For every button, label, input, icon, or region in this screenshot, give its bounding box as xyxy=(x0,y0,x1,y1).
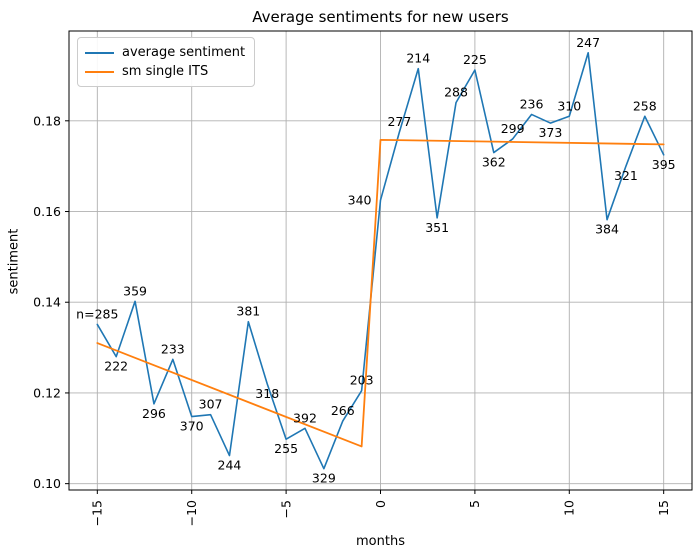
point-annotation: 225 xyxy=(463,52,487,67)
point-annotation: 373 xyxy=(538,125,562,140)
point-annotation: 266 xyxy=(331,403,355,418)
point-annotation: 244 xyxy=(218,458,242,473)
legend-label: average sentiment xyxy=(122,45,246,60)
x-tick-label: −10 xyxy=(184,500,199,526)
point-annotation: 351 xyxy=(425,220,449,235)
point-annotation: 307 xyxy=(199,397,223,412)
point-annotation: 233 xyxy=(161,341,185,356)
x-tick-label: 0 xyxy=(373,500,388,508)
x-axis-label: months xyxy=(356,534,405,549)
y-tick-label: 0.16 xyxy=(33,204,61,219)
x-tick-label: −15 xyxy=(90,500,105,526)
point-annotation: 381 xyxy=(236,304,260,319)
legend-label: sm single ITS xyxy=(122,64,209,79)
y-tick-label: 0.10 xyxy=(33,476,61,491)
point-annotation: 392 xyxy=(293,410,317,425)
point-annotation: 329 xyxy=(312,471,336,486)
point-annotation: 310 xyxy=(557,98,581,113)
legend-item-average-sentiment: average sentiment xyxy=(85,43,246,62)
x-tick-label: 5 xyxy=(467,500,482,508)
point-annotation: 247 xyxy=(576,35,600,50)
point-annotation: 362 xyxy=(482,155,506,170)
point-annotation: 296 xyxy=(142,406,166,421)
chart-title: Average sentiments for new users xyxy=(252,8,509,26)
point-annotation: 340 xyxy=(348,193,372,208)
x-tick-label: 10 xyxy=(562,500,577,516)
point-annotation: 318 xyxy=(255,386,279,401)
y-tick-label: 0.18 xyxy=(33,113,61,128)
point-annotation: 236 xyxy=(520,96,544,111)
point-annotation: 203 xyxy=(350,373,374,388)
point-annotation: 258 xyxy=(633,98,657,113)
sm-single-its-line-swatch xyxy=(85,70,114,73)
point-annotation: 321 xyxy=(614,168,638,183)
point-annotation: n=285 xyxy=(76,306,118,321)
point-annotation: 395 xyxy=(652,157,676,172)
point-annotation: 359 xyxy=(123,283,147,298)
y-tick-label: 0.14 xyxy=(33,295,61,310)
average-sentiment-line-swatch xyxy=(85,51,114,54)
x-tick-label: −5 xyxy=(278,500,293,518)
point-annotation: 222 xyxy=(104,359,128,374)
legend: average sentiment sm single ITS xyxy=(77,37,255,87)
point-annotation: 370 xyxy=(180,419,204,434)
average-sentiment-line xyxy=(96,51,665,470)
legend-item-sm-single-its: sm single ITS xyxy=(85,62,246,81)
point-annotation: 255 xyxy=(274,441,298,456)
sm-single-its-line xyxy=(96,138,665,448)
point-annotation: 214 xyxy=(406,51,430,66)
y-axis-label: sentiment xyxy=(6,228,22,295)
x-tick-label: 15 xyxy=(656,500,671,516)
point-annotation: 384 xyxy=(595,222,619,237)
point-annotation: 277 xyxy=(387,114,411,129)
point-annotation: 299 xyxy=(501,121,525,136)
y-tick-label: 0.12 xyxy=(33,385,61,400)
point-annotation: 288 xyxy=(444,85,468,100)
